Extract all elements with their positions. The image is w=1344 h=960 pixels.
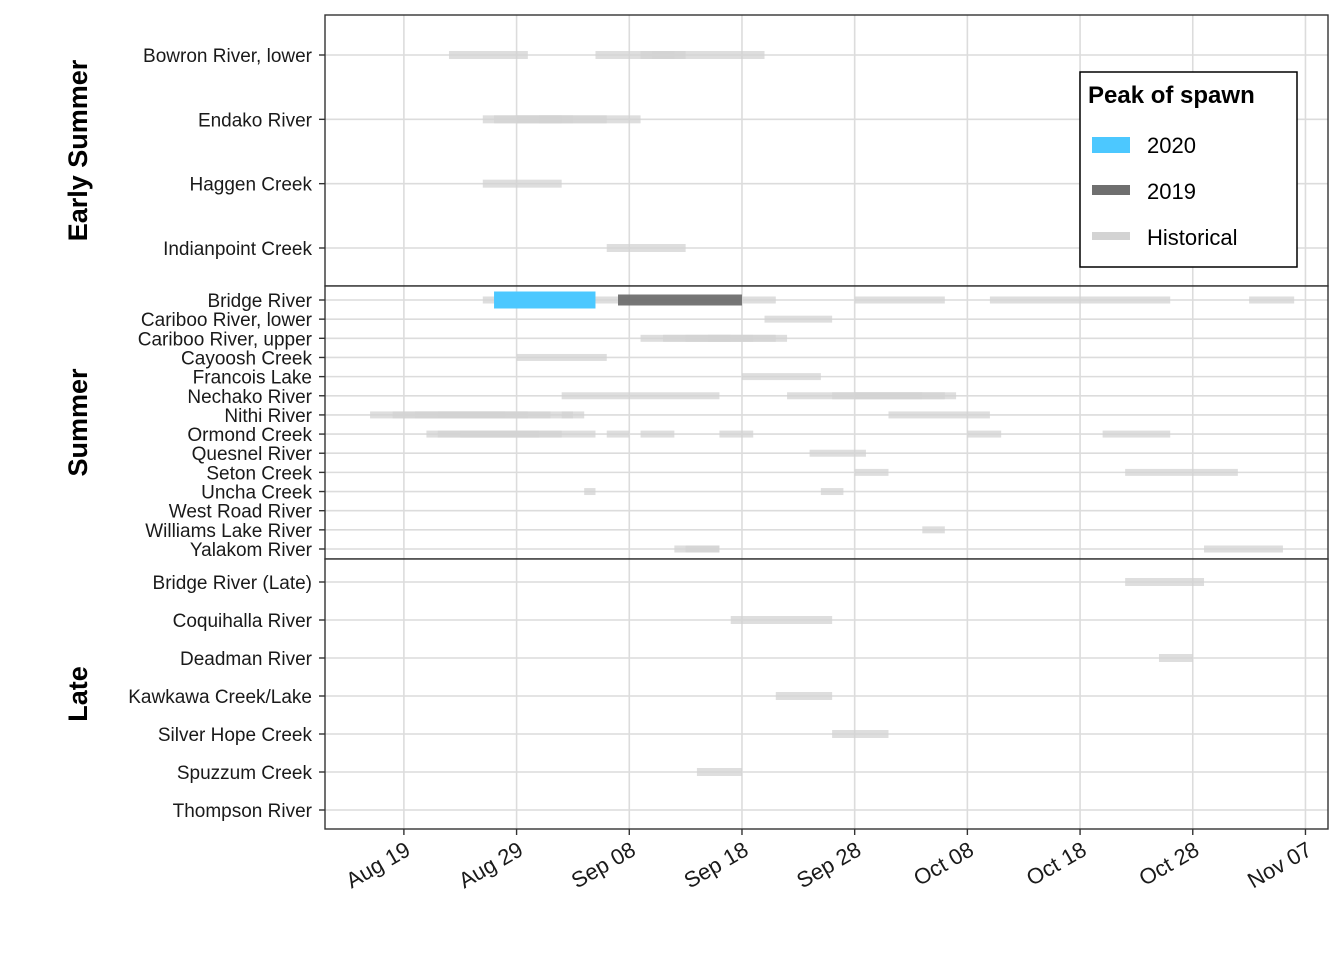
legend-label-historical: Historical [1147, 225, 1237, 250]
bar-2020 [494, 291, 596, 309]
panel-late: Bridge River (Late) Coquihalla River Deadm… [63, 558, 1329, 830]
y-tick-label: Kawkawa Creek/Lake [128, 687, 312, 708]
y-tick-label: Indianpoint Creek [163, 239, 312, 260]
y-tick-label: Bowron River, lower [143, 46, 313, 67]
bar-historical [741, 373, 821, 381]
legend-swatch-2019 [1092, 185, 1130, 195]
x-tick-label: Sep 28 [792, 837, 865, 894]
y-tick-label: Endako River [198, 110, 313, 131]
bar-historical [967, 430, 1002, 438]
y-tick-label: Quesnel River [192, 444, 313, 465]
bar-historical [561, 411, 585, 419]
facet-label: Early Summer [63, 59, 93, 241]
y-tick-label: Cariboo River, lower [141, 310, 313, 331]
x-tick-label: Oct 08 [909, 837, 978, 891]
legend-swatch-historical [1092, 232, 1130, 240]
panel-background [325, 286, 1328, 559]
x-tick-label: Oct 18 [1022, 837, 1091, 891]
y-tick-label: Coquihalla River [173, 611, 313, 632]
bar-historical [708, 334, 731, 342]
legend-label-2020: 2020 [1147, 133, 1196, 158]
x-tick-label: Nov 07 [1243, 837, 1316, 894]
bar-historical [482, 179, 562, 188]
x-axis: Aug 19 Aug 29 Sep 08 Sep 18 Sep 28 Oct 08 Oct … [341, 829, 1316, 894]
y-tick-label: Thompson River [173, 801, 313, 822]
bar-historical [685, 545, 720, 553]
bar-historical [584, 488, 596, 496]
y-tick-label: Nithi River [224, 406, 312, 427]
bar-historical [696, 768, 742, 776]
bar-historical [989, 296, 1171, 304]
panel-border [324, 558, 1329, 830]
x-tick-label: Aug 19 [341, 837, 414, 894]
bar-historical [730, 616, 833, 624]
bar-historical [854, 296, 945, 304]
facet-label: Late [63, 666, 93, 722]
legend-title: Peak of spawn [1088, 82, 1255, 109]
x-tick-label: Aug 29 [454, 837, 527, 894]
bar-historical [1125, 468, 1238, 476]
bar-historical [516, 353, 607, 361]
y-tick-label: Ormond Creek [187, 425, 312, 446]
bar-historical [1102, 430, 1171, 438]
bar-2019 [618, 294, 742, 306]
y-tick-label: Williams Lake River [145, 521, 312, 542]
bar-historical [854, 468, 889, 476]
facet-label: Summer [63, 368, 93, 477]
y-tick-label: Haggen Creek [189, 175, 312, 196]
y-tick-label: Nechako River [187, 387, 312, 408]
x-tick-label: Sep 08 [567, 837, 640, 894]
y-tick-label: Cariboo River, upper [138, 329, 313, 350]
y-tick-label: Uncha Creek [201, 483, 312, 504]
bar-historical [561, 392, 720, 400]
legend: Peak of spawn 2020 2019 Historical [1079, 71, 1298, 268]
bar-historical [1125, 578, 1205, 586]
bar-historical [820, 488, 844, 496]
y-tick-label: Francois Lake [193, 368, 312, 389]
bar-historical [1249, 296, 1295, 304]
facet-panels: Bowron River, lower Endako River Haggen Cr… [63, 14, 1329, 830]
bar-historical [1158, 654, 1193, 662]
y-tick-label: Spuzzum Creek [177, 763, 313, 784]
y-tick-label: Seton Creek [206, 463, 312, 484]
y-tick-label: Yalakom River [190, 540, 313, 561]
y-tick-label: West Road River [169, 502, 313, 523]
bar-historical [651, 51, 675, 59]
bar-historical [764, 315, 833, 323]
bar-historical [1204, 545, 1283, 553]
y-tick-label: Bridge River (Late) [153, 573, 312, 594]
bar-historical [640, 430, 675, 438]
bar-historical [539, 115, 562, 124]
y-tick-label: Deadman River [180, 649, 313, 670]
bar-historical [888, 411, 990, 419]
bar-historical [809, 449, 866, 457]
bar-historical [448, 51, 528, 59]
bar-historical [719, 430, 754, 438]
bar-historical [854, 392, 923, 400]
bar-historical [437, 411, 506, 419]
legend-label-2019: 2019 [1147, 179, 1196, 204]
bar-historical [775, 692, 833, 700]
bar-historical [832, 730, 889, 738]
bar-historical [606, 244, 686, 252]
y-tick-label: Cayoosh Creek [181, 348, 312, 369]
x-tick-label: Sep 18 [680, 837, 753, 894]
bar-historical [922, 526, 945, 534]
bar-historical [606, 430, 630, 438]
legend-swatch-2020 [1092, 137, 1130, 153]
y-tick-label: Silver Hope Creek [158, 725, 313, 746]
bar-historical [460, 430, 540, 438]
x-tick-label: Oct 28 [1135, 837, 1204, 891]
y-tick-label: Bridge River [207, 291, 312, 312]
